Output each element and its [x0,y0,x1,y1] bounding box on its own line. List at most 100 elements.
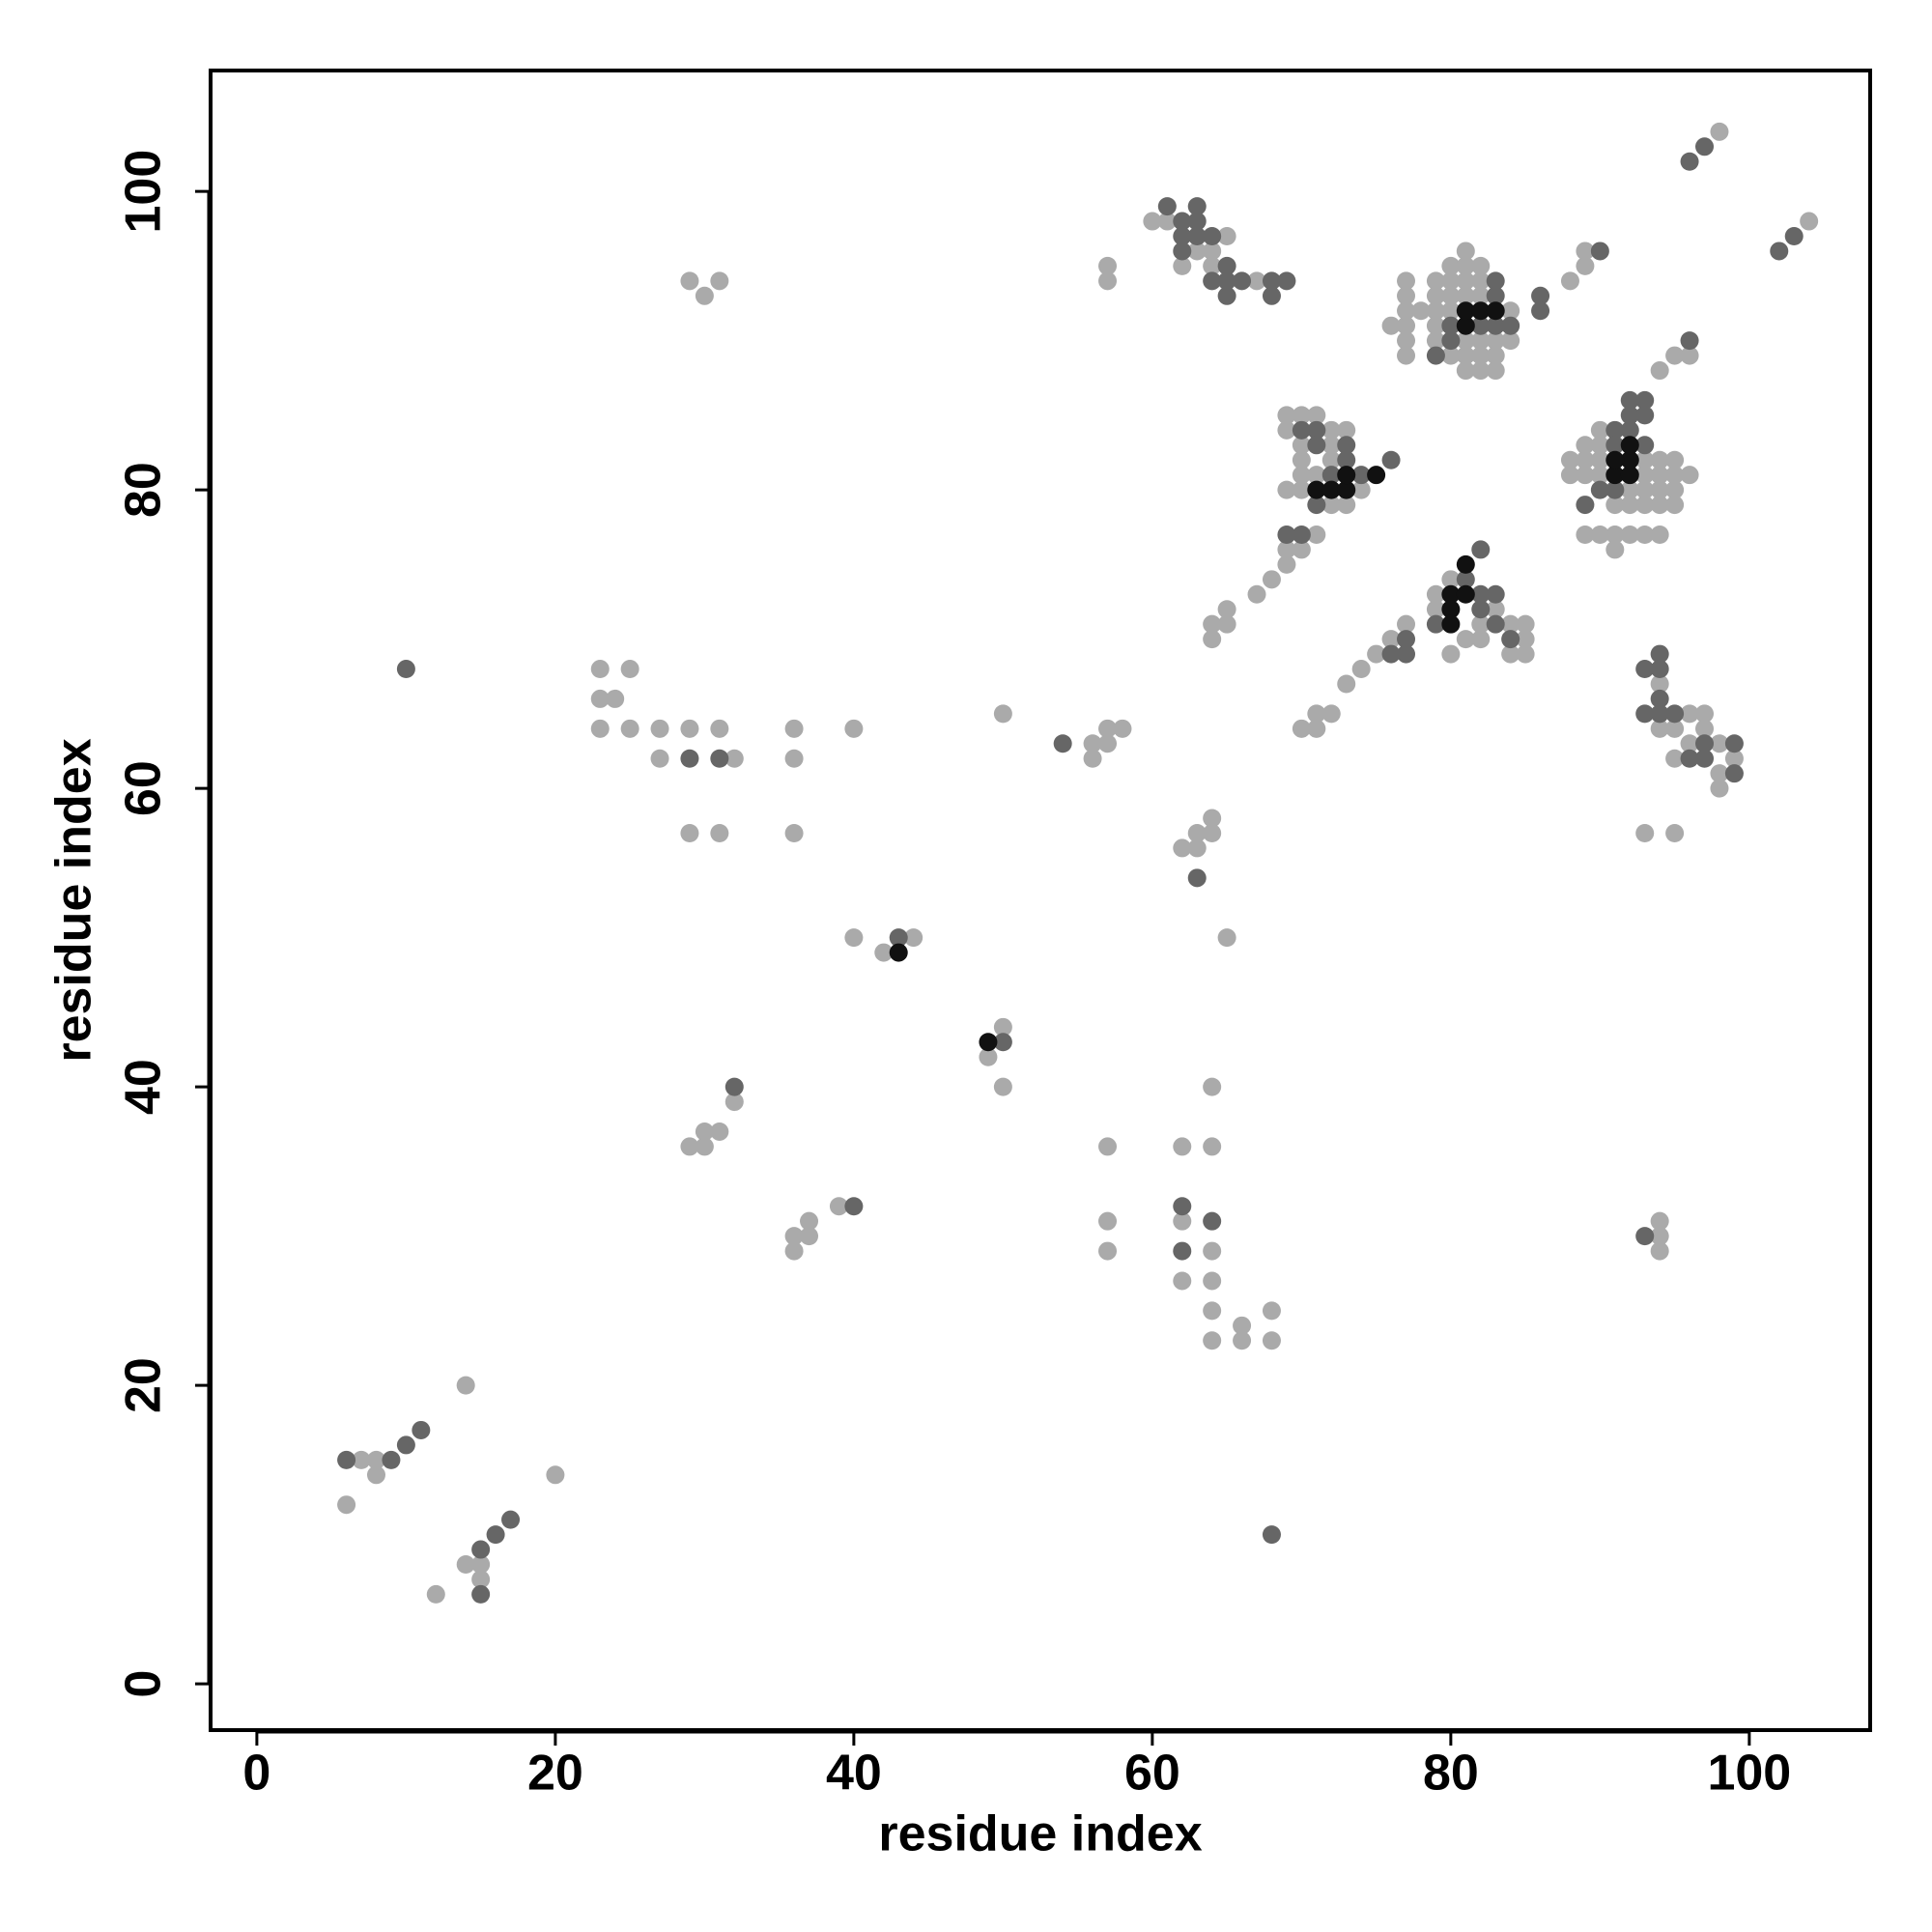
point [1560,466,1579,485]
point [1620,420,1639,440]
point [1635,450,1655,469]
point [800,1227,819,1246]
x-tick-label: 60 [1124,1746,1180,1802]
point [1471,614,1491,634]
point [1307,525,1326,544]
point [1620,436,1639,455]
point [1203,1241,1222,1261]
point [471,1540,491,1559]
point [1635,480,1655,499]
point [710,1122,729,1141]
point [337,1495,356,1515]
point [1695,704,1715,724]
point [1471,630,1491,649]
point [1098,1137,1118,1156]
point [1307,496,1326,515]
point [1217,286,1236,305]
point [1217,226,1236,245]
point [1576,466,1595,485]
point [1157,197,1177,216]
point [1321,480,1341,499]
point [1143,212,1162,231]
point [1277,406,1296,425]
point [1531,286,1550,305]
point [1501,331,1520,351]
point [1292,406,1311,425]
point [1397,301,1416,321]
point [1262,1525,1281,1545]
point [1203,614,1222,634]
point [1426,316,1445,335]
point [1516,644,1535,664]
point [1576,496,1595,515]
point [1292,719,1311,738]
point [1471,361,1491,381]
point [501,1510,521,1529]
point [1650,689,1669,708]
point [784,1241,804,1261]
point [1292,436,1311,455]
point [1650,1241,1669,1261]
point [1426,346,1445,365]
point [1053,734,1072,753]
point [1650,466,1669,485]
point [724,1093,744,1112]
point [1456,256,1475,275]
point [1441,600,1461,619]
point [1351,480,1371,499]
point [1590,420,1609,440]
point [1277,540,1296,559]
y-axis-label: residue index [46,738,102,1062]
point [1307,480,1326,499]
point [1710,734,1729,753]
point [1203,1137,1222,1156]
point [1486,316,1505,335]
point [1635,436,1655,455]
point [1680,346,1699,365]
point [1441,584,1461,604]
y-tick-label: 80 [116,462,172,518]
point [1441,286,1461,305]
point [1397,630,1416,649]
point [1187,838,1207,858]
point [1098,1241,1118,1261]
point [1262,271,1281,291]
point [784,749,804,768]
point [1277,554,1296,574]
point [784,823,804,842]
point [680,823,699,842]
point [1397,346,1416,365]
point [1710,779,1729,798]
point [1486,361,1505,381]
point [1576,242,1595,261]
point [486,1525,505,1545]
point [1516,630,1535,649]
point [1203,271,1222,291]
x-tick-label: 20 [527,1746,583,1802]
point [695,1137,714,1156]
point [1501,644,1520,664]
point [1337,674,1356,694]
point [979,1047,998,1066]
point [844,928,864,948]
point [1292,450,1311,469]
point [1113,719,1132,738]
point [1292,466,1311,485]
point [1337,480,1356,499]
point [1098,1211,1118,1231]
point [1262,570,1281,589]
point [1187,242,1207,261]
point [1665,749,1685,768]
point [784,719,804,738]
point [1426,331,1445,351]
point [1217,256,1236,275]
point [1173,1137,1192,1156]
point [1187,868,1207,888]
point [1307,436,1326,455]
point [1187,226,1207,245]
point [1292,480,1311,499]
point [1560,450,1579,469]
x-tick-label: 80 [1423,1746,1479,1802]
point [352,1450,371,1469]
